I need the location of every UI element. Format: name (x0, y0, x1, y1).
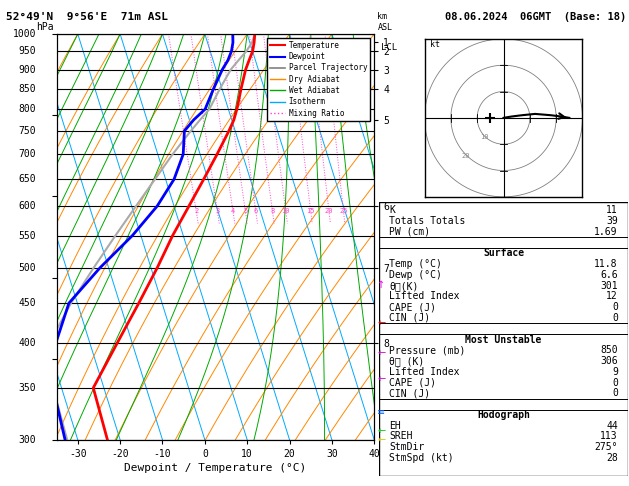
Text: 950: 950 (18, 46, 36, 56)
Text: 44: 44 (606, 421, 618, 431)
Text: 0: 0 (612, 302, 618, 312)
Text: 15: 15 (306, 208, 315, 214)
Text: 20: 20 (461, 153, 470, 159)
Text: 275°: 275° (594, 442, 618, 452)
Text: 2: 2 (194, 208, 198, 214)
Text: Surface: Surface (483, 248, 524, 259)
Text: ↑: ↑ (377, 280, 386, 291)
Text: Pressure (mb): Pressure (mb) (389, 345, 465, 355)
Text: StmDir: StmDir (389, 442, 425, 452)
Text: 400: 400 (18, 338, 36, 348)
Text: 8: 8 (270, 208, 274, 214)
Text: θᴇ(K): θᴇ(K) (389, 281, 419, 291)
Text: 52°49'N  9°56'E  71m ASL: 52°49'N 9°56'E 71m ASL (6, 12, 169, 22)
Text: 3: 3 (215, 208, 220, 214)
Text: Temp (°C): Temp (°C) (389, 259, 442, 269)
Text: CAPE (J): CAPE (J) (389, 302, 437, 312)
Text: 0: 0 (612, 313, 618, 323)
Legend: Temperature, Dewpoint, Parcel Trajectory, Dry Adiabat, Wet Adiabat, Isotherm, Mi: Temperature, Dewpoint, Parcel Trajectory… (267, 38, 370, 121)
Text: 300: 300 (18, 435, 36, 445)
Text: Dewp (°C): Dewp (°C) (389, 270, 442, 280)
Text: CAPE (J): CAPE (J) (389, 378, 437, 388)
Text: 600: 600 (18, 201, 36, 211)
Text: 28: 28 (606, 453, 618, 463)
Text: Hodograph: Hodograph (477, 410, 530, 420)
Text: hPa: hPa (36, 21, 53, 32)
X-axis label: Dewpoint / Temperature (°C): Dewpoint / Temperature (°C) (125, 463, 306, 473)
Text: StmSpd (kt): StmSpd (kt) (389, 453, 454, 463)
Text: ←: ← (377, 426, 386, 436)
Text: ≡: ≡ (377, 407, 386, 417)
Text: 39: 39 (606, 216, 618, 226)
Text: 12: 12 (606, 292, 618, 301)
Text: km
ASL: km ASL (377, 12, 392, 32)
Text: 450: 450 (18, 298, 36, 308)
Text: θᴇ (K): θᴇ (K) (389, 356, 425, 366)
Text: 500: 500 (18, 262, 36, 273)
Text: 08.06.2024  06GMT  (Base: 18): 08.06.2024 06GMT (Base: 18) (445, 12, 626, 22)
Text: SREH: SREH (389, 432, 413, 441)
Text: 800: 800 (18, 104, 36, 114)
Text: Lifted Index: Lifted Index (389, 367, 460, 377)
Text: 850: 850 (600, 345, 618, 355)
Text: Totals Totals: Totals Totals (389, 216, 465, 226)
Text: 6.6: 6.6 (600, 270, 618, 280)
Text: 4: 4 (231, 208, 235, 214)
Text: 25: 25 (339, 208, 348, 214)
Text: K: K (389, 205, 395, 215)
Text: EH: EH (389, 421, 401, 431)
Text: 20: 20 (325, 208, 333, 214)
Text: 9: 9 (612, 367, 618, 377)
Text: 6: 6 (253, 208, 258, 214)
Text: 11: 11 (606, 205, 618, 215)
Text: ←: ← (377, 349, 386, 359)
Text: kt: kt (430, 40, 440, 49)
Text: 850: 850 (18, 84, 36, 94)
Text: 301: 301 (600, 281, 618, 291)
Text: 750: 750 (18, 126, 36, 136)
Text: CIN (J): CIN (J) (389, 313, 430, 323)
Text: 5: 5 (243, 208, 247, 214)
Text: 700: 700 (18, 149, 36, 159)
Text: ←: ← (377, 318, 386, 328)
Text: 11.8: 11.8 (594, 259, 618, 269)
Text: 550: 550 (18, 230, 36, 241)
Text: PW (cm): PW (cm) (389, 227, 430, 237)
Text: ←: ← (377, 375, 386, 385)
Text: 0: 0 (612, 378, 618, 388)
Text: Most Unstable: Most Unstable (465, 334, 542, 345)
Text: 113: 113 (600, 432, 618, 441)
Text: 10: 10 (281, 208, 290, 214)
Text: 1000: 1000 (13, 29, 36, 39)
Text: 1.69: 1.69 (594, 227, 618, 237)
Text: 900: 900 (18, 65, 36, 74)
Text: 0: 0 (612, 388, 618, 399)
Text: Lifted Index: Lifted Index (389, 292, 460, 301)
Text: 350: 350 (18, 383, 36, 393)
Text: ←: ← (377, 435, 386, 445)
Text: 306: 306 (600, 356, 618, 366)
Text: LCL: LCL (381, 43, 397, 52)
Text: 650: 650 (18, 174, 36, 184)
Text: CIN (J): CIN (J) (389, 388, 430, 399)
Text: 10: 10 (481, 134, 489, 140)
